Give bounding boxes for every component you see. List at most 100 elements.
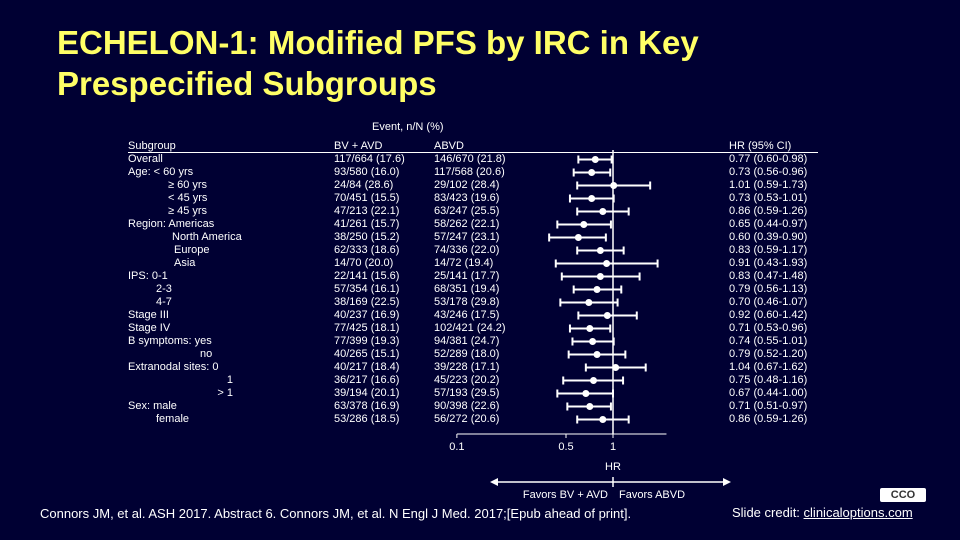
subgroup-label: Sex: male [128,400,177,412]
bv-value: 41/261 (15.7) [334,218,400,230]
subgroup-label: 2-3 [156,283,172,295]
bv-value: 39/194 (20.1) [334,387,400,399]
bv-value: 57/354 (16.1) [334,283,400,295]
abvd-value: 68/351 (19.4) [434,283,500,295]
cco-logo: CCO [880,488,926,502]
bv-value: 93/580 (16.0) [334,166,400,178]
hr-point [588,169,596,176]
bv-value: 38/250 (15.2) [334,231,400,243]
hr-header: HR (95% CI) [729,140,792,152]
event-header: Event, n/N (%) [372,121,444,133]
subgroup-label: < 45 yrs [168,192,208,204]
hr-point [580,221,588,228]
hr-value: 0.86 (0.59-1.26) [729,413,808,425]
hr-value: 0.67 (0.44-1.00) [729,387,808,399]
hr-value: 0.79 (0.52-1.20) [729,348,808,360]
abvd-value: 29/102 (28.4) [434,179,500,191]
abvd-value: 43/246 (17.5) [434,309,500,321]
abvd-value: 102/421 (24.2) [434,322,506,334]
hr-point [586,403,594,410]
hr-value: 0.73 (0.56-0.96) [729,166,808,178]
subgroup-label: IPS: 0-1 [128,270,168,282]
subgroup-column: Overall Age: < 60 yrs ≥ 60 yrs < 45 yrs ≥ 45… [128,153,242,426]
hr-value: 0.83 (0.59-1.17) [729,244,808,256]
subgroup-header: Subgroup [128,140,176,152]
subgroup-label: ≥ 45 yrs [168,205,208,217]
hr-value: 0.83 (0.47-1.48) [729,270,808,282]
abvd-value: 57/193 (29.5) [434,387,500,399]
bv-value: 36/217 (16.6) [334,374,400,386]
credit-label: Slide credit: [732,505,804,520]
subgroup-label: 4-7 [156,296,172,308]
abvd-header: ABVD [434,140,464,152]
subgroup-label: B symptoms: yes [128,335,212,347]
hr-point [593,286,601,293]
hr-point [589,338,597,345]
hr-point [603,260,611,267]
abvd-value: 39/228 (17.1) [434,361,500,373]
x-tick-label: 1 [610,441,616,453]
hr-point [593,351,601,358]
subgroup-label: Stage IV [128,322,171,334]
hr-point [588,195,596,202]
favors-left-label: Favors BV + AVD [523,489,608,501]
abvd-value: 14/72 (19.4) [434,257,494,269]
abvd-value: 94/381 (24.7) [434,335,500,347]
bv-value: 38/169 (22.5) [334,296,400,308]
hr-value: 1.04 (0.67-1.62) [729,361,808,373]
bv-value: 63/378 (16.9) [334,400,400,412]
credit-link[interactable]: clinicaloptions.com [803,505,913,520]
x-tick-label: 0.1 [449,441,464,453]
hr-point [596,247,604,254]
hr-value: 0.71 (0.51-0.97) [729,400,808,412]
abvd-value: 58/262 (22.1) [434,218,500,230]
subgroup-label: no [200,348,213,360]
subgroup-label: female [156,413,190,425]
hr-value: 0.86 (0.59-1.26) [729,205,808,217]
hr-point [586,325,594,332]
subgroup-label: North America [172,231,242,243]
header-rule [128,152,818,153]
subgroup-label: 1 [226,374,233,386]
bv-value: 53/286 (18.5) [334,413,400,425]
favors-right-label: Favors ABVD [619,489,685,501]
hr-value: 0.70 (0.46-1.07) [729,296,808,308]
slide-title-line1: ECHELON-1: Modified PFS by IRC in Key [57,24,699,61]
hr-point [599,416,607,423]
slide-title-line2: Prespecified Subgroups [57,65,437,102]
bv-value: 77/425 (18.1) [334,322,400,334]
bv-value: 77/399 (19.3) [334,335,400,347]
hr-value: 1.01 (0.59-1.73) [729,179,808,191]
bv-header: BV + AVD [334,140,383,152]
subgroup-label: Europe [174,244,210,256]
bv-column: 117/664 (17.6) 93/580 (16.0) 24/84 (28.6) 7… [334,153,405,426]
citation: Connors JM, et al. ASH 2017. Abstract 6.… [40,506,632,521]
subgroup-label: > 1 [217,387,233,399]
abvd-value: 63/247 (25.5) [434,205,500,217]
abvd-value: 83/423 (19.6) [434,192,500,204]
x-axis-label: HR [605,461,621,473]
subgroup-label: Stage III [128,309,169,321]
bv-value: 14/70 (20.0) [334,257,394,269]
hr-value: 0.71 (0.53-0.96) [729,322,808,334]
abvd-value: 45/223 (20.2) [434,374,500,386]
abvd-column: 146/670 (21.8) 117/568 (20.6) 29/102 (28.4… [434,153,506,426]
abvd-value: 52/289 (18.0) [434,348,500,360]
abvd-value: 57/247 (23.1) [434,231,500,243]
hr-value: 0.91 (0.43-1.93) [729,257,808,269]
bv-value: 62/333 (18.6) [334,244,400,256]
hr-value: 0.75 (0.48-1.16) [729,374,808,386]
bv-value: 40/237 (16.9) [334,309,400,321]
hr-point [596,273,604,280]
subgroup-label: ≥ 60 yrs [168,179,208,191]
hr-column: 0.77 (0.60-0.98) 0.73 (0.56-0.96) 1.01 (0.… [729,153,807,426]
abvd-value: 74/336 (22.0) [434,244,500,256]
hr-value: 0.65 (0.44-0.97) [729,218,808,230]
bv-value: 40/265 (15.1) [334,348,400,360]
abvd-value: 90/398 (22.6) [434,400,500,412]
abvd-value: 146/670 (21.8) [434,153,506,165]
hr-value: 0.77 (0.60-0.98) [729,153,808,165]
subgroup-label: Overall [128,153,163,165]
bv-value: 24/84 (28.6) [334,179,394,191]
